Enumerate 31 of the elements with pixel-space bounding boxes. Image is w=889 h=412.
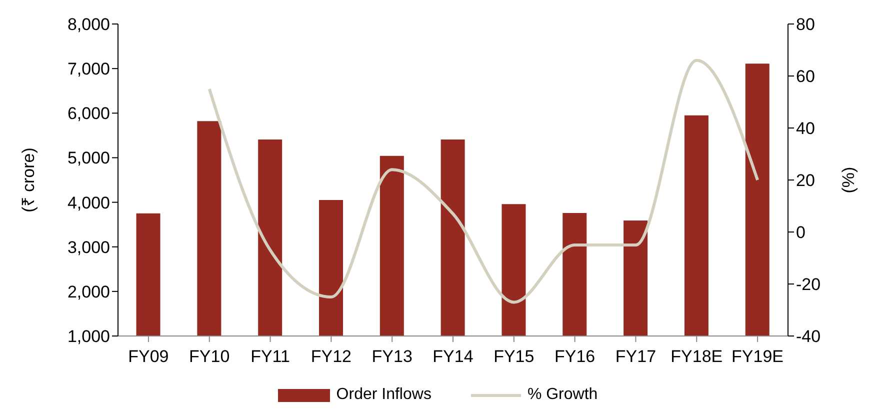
x-tick-label: FY19E bbox=[732, 347, 784, 366]
y-tick-label: 6,000 bbox=[67, 104, 110, 124]
y2-axis-title: (%) bbox=[839, 166, 858, 194]
y2-tick-label: 20 bbox=[796, 171, 815, 190]
y-tick-label: 7,000 bbox=[67, 60, 110, 79]
x-tick-label: FY13 bbox=[372, 347, 412, 366]
x-tick-label: FY17 bbox=[615, 347, 656, 366]
y2-tick-label: 60 bbox=[796, 67, 815, 86]
y2-tick-label: 80 bbox=[796, 15, 815, 34]
x-tick-label: FY10 bbox=[189, 347, 230, 366]
y2-tick-label: 40 bbox=[796, 119, 815, 138]
x-tick-label: FY15 bbox=[494, 347, 534, 366]
x-tick-label: FY09 bbox=[128, 347, 169, 366]
y-tick-label: 5,000 bbox=[67, 148, 110, 168]
y-tick-label: 4,000 bbox=[67, 193, 110, 212]
legend-label: % Growth bbox=[527, 386, 598, 404]
line-series bbox=[208, 58, 760, 304]
y-axis-title: (₹ crore) bbox=[19, 148, 38, 212]
legend-label: Order Inflows bbox=[336, 386, 432, 404]
x-tick-label: FY16 bbox=[554, 347, 596, 366]
y-tick-label: 2,000 bbox=[67, 282, 110, 302]
x-tick-label: FY14 bbox=[432, 347, 474, 366]
y2-tick-label: -20 bbox=[796, 275, 821, 294]
y-tick-label: 1,000 bbox=[67, 327, 110, 346]
y-tick-label: 3,000 bbox=[67, 238, 110, 257]
x-tick-label: FY11 bbox=[250, 347, 290, 366]
y-tick-label: 8,000 bbox=[67, 15, 110, 34]
y2-tick-label: -40 bbox=[796, 327, 821, 346]
x-tick-label: FY12 bbox=[310, 347, 352, 366]
y2-tick-label: 0 bbox=[796, 223, 806, 242]
x-tick-label: FY18E bbox=[670, 347, 723, 366]
